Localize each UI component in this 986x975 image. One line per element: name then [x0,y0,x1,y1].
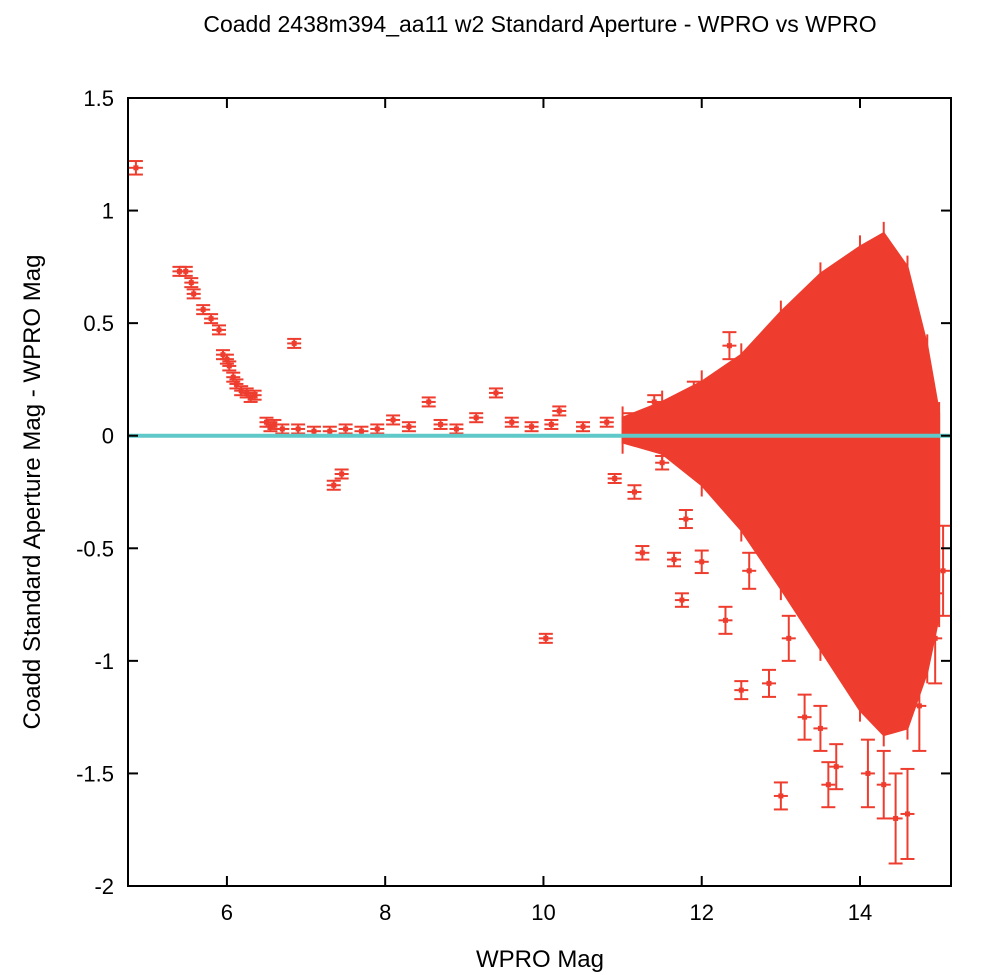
data-point [674,592,689,608]
data-point [655,454,670,471]
x-tick-label: 10 [531,900,555,925]
y-tick-label: -1 [94,649,114,674]
data-point [386,414,401,426]
x-tick-label: 6 [221,900,233,925]
x-axis-label: WPRO Mag [476,946,604,973]
data-point [488,387,503,399]
data-point [718,605,733,635]
data-point [797,693,812,741]
data-point [538,632,553,644]
data-point [706,445,721,471]
y-axis-label: Coadd Standard Aperture Mag - WPRO Mag [19,255,46,730]
data-point [667,551,682,568]
data-point [212,324,227,336]
plot-frame [127,97,952,887]
data-point [599,416,614,428]
data-point [401,421,416,433]
data-point [813,704,828,752]
data-point [773,781,788,811]
y-tick-label: -0.5 [76,536,114,561]
data-point [544,418,559,430]
data-point [576,421,591,433]
x-tick-label: 14 [848,900,872,925]
data-point [275,423,290,435]
data-point [204,313,219,325]
data-point [370,423,385,435]
data-point [229,378,244,390]
data-point [607,472,622,484]
data-point [326,479,341,491]
data-point [821,761,836,809]
data-point [524,421,539,433]
data-point [247,389,262,401]
data-point [900,767,915,860]
data-point [184,277,199,289]
data-point [222,360,237,372]
y-tick-label: 1 [102,199,114,224]
data-point [928,592,943,685]
data-point [647,394,662,410]
x-tick-label: 12 [689,900,713,925]
y-tick-label: 0 [102,424,114,449]
data-point [334,468,349,480]
data-point [178,265,193,277]
data-point [504,416,519,428]
y-tick-label: 1.5 [83,86,114,111]
data-point [694,549,709,575]
data-point [469,412,484,424]
data-point [196,304,211,316]
y-axis: 1.5 1 0.5 0 -0.5 -1 -1.5 -2 [76,86,951,899]
x-tick-label: 8 [379,900,391,925]
data-point [829,743,844,791]
data-point [338,423,353,435]
data-point [128,160,143,176]
dense-scatter-region [621,221,941,747]
data-point [552,405,567,417]
data-point [623,412,638,424]
y-tick-label: -1.5 [76,761,114,786]
data-point [722,331,737,361]
y-tick-label: 0.5 [83,311,114,336]
x-axis: 6 8 10 12 14 [221,98,872,925]
y-tick-label: -2 [94,874,114,899]
data-point [761,668,776,698]
data-point [287,337,302,349]
data-point [635,545,650,561]
data-point [912,659,927,752]
data-point [936,524,951,617]
data-point [449,423,464,435]
data-point [627,484,642,500]
data-point [888,772,903,865]
data-point [742,551,757,590]
data-point [734,680,749,701]
data-point [291,423,306,435]
data-point [433,418,448,430]
data-point [876,749,891,820]
data-point [186,288,201,300]
data-point [421,396,436,408]
data-point [860,738,875,809]
data-point [781,614,796,662]
data-point [686,380,701,401]
data-point [678,509,693,530]
chart-title: Coadd 2438m394_aa11 w2 Standard Aperture… [203,11,876,37]
